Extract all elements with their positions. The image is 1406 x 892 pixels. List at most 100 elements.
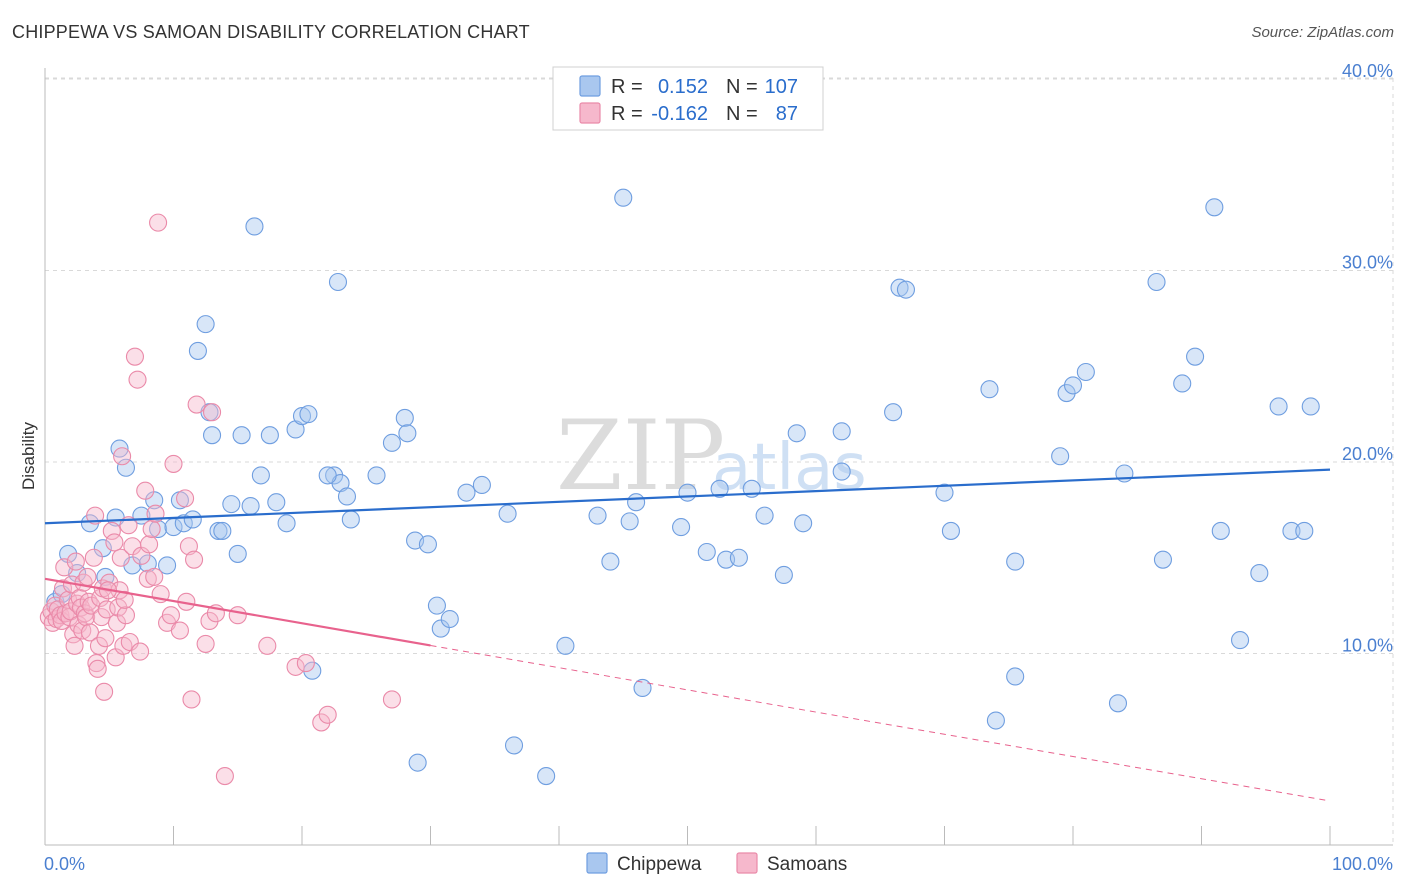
chippewa-point xyxy=(457,483,476,502)
watermark: ZIP atlas xyxy=(556,400,867,512)
samoans-point xyxy=(131,642,150,661)
source-label: Source: ZipAtlas.com xyxy=(1251,24,1394,41)
samoans-point xyxy=(55,558,74,577)
samoans-point xyxy=(77,608,96,627)
y-tick-label: 10.0% xyxy=(1342,636,1393,656)
stats-n-label-2: N = xyxy=(726,103,758,125)
samoans-point xyxy=(142,519,161,539)
chippewa-point xyxy=(418,535,437,554)
samoans-point xyxy=(102,521,121,540)
chippewa-point xyxy=(794,514,813,533)
samoans-point xyxy=(318,705,337,724)
legend-label-chippewa: Chippewa xyxy=(617,854,702,875)
samoans-trendline xyxy=(44,577,431,647)
samoans-point xyxy=(200,611,219,630)
chippewa-point xyxy=(1006,552,1025,571)
chippewa-point xyxy=(1250,564,1269,583)
chippewa-point xyxy=(382,433,402,452)
chippewa-point xyxy=(678,483,697,502)
chippewa-point xyxy=(1301,397,1320,416)
stats-box: R = 0.152 N = 107 R = -0.162 N = 87 xyxy=(552,66,824,131)
chippewa-point xyxy=(1057,384,1076,403)
chippewa-point xyxy=(328,272,348,292)
chippewa-point xyxy=(1295,521,1314,540)
chippewa-point xyxy=(935,483,954,502)
samoans-point xyxy=(87,654,106,673)
x-tick-label: 0.0% xyxy=(44,854,85,874)
chippewa-point xyxy=(158,556,177,575)
chippewa-point xyxy=(588,506,607,525)
legend-swatch-samoans xyxy=(736,852,758,874)
stats-n-value-1: 107 xyxy=(765,76,798,98)
samoans-point xyxy=(53,579,73,598)
chippewa-point xyxy=(614,188,633,207)
chippewa-point xyxy=(292,406,312,426)
samoans-point xyxy=(73,621,92,640)
chippewa-point xyxy=(277,514,296,533)
y-tick-label: 40.0% xyxy=(1342,61,1393,81)
samoans-point xyxy=(84,548,103,567)
legend-swatch-chippewa xyxy=(586,852,608,874)
chippewa-point xyxy=(1211,521,1230,540)
chippewa-point xyxy=(174,514,193,533)
chippewa-point xyxy=(209,521,228,540)
chippewa-point xyxy=(627,493,646,512)
chippewa-point xyxy=(710,479,729,498)
chippewa-point xyxy=(427,596,446,615)
samoans-point xyxy=(88,659,107,678)
chippewa-point xyxy=(183,510,202,529)
samoans-point xyxy=(203,403,222,422)
samoans-point xyxy=(66,552,85,571)
chippewa-point xyxy=(504,736,524,755)
chippewa-point xyxy=(1108,694,1128,713)
stats-swatch-blue xyxy=(579,75,601,97)
chippewa-point xyxy=(896,280,916,299)
chippewa-point xyxy=(116,458,136,477)
legend: Chippewa Samoans xyxy=(586,852,847,875)
y-tick-label: 30.0% xyxy=(1342,253,1393,273)
chippewa-point xyxy=(774,565,793,585)
chippewa-point xyxy=(890,278,909,297)
samoans-point xyxy=(96,629,115,648)
samoans-point xyxy=(138,569,157,588)
samoans-point xyxy=(176,489,195,508)
chippewa-point xyxy=(408,753,427,772)
chart-title: CHIPPEWA VS SAMOAN DISABILITY CORRELATIO… xyxy=(12,22,530,42)
chippewa-point xyxy=(1006,667,1025,686)
samoans-point xyxy=(170,621,189,640)
chippewa-point xyxy=(318,466,337,485)
samoans-point xyxy=(128,370,147,389)
chippewa-point xyxy=(1173,374,1192,393)
axis-layer: 10.0% 20.0% 30.0% 40.0% 0.0% 100.0% xyxy=(44,61,1393,874)
chippewa-point xyxy=(697,542,716,562)
samoans-point xyxy=(312,713,331,732)
samoans-point xyxy=(113,447,132,466)
stats-r-value-1: 0.152 xyxy=(658,76,708,98)
chippewa-point xyxy=(299,405,318,424)
samoans-point xyxy=(111,548,130,567)
samoans-point xyxy=(258,636,277,655)
chippewa-point xyxy=(633,678,652,698)
chippewa-point xyxy=(1282,521,1301,540)
chippewa-point xyxy=(337,487,357,506)
chippewa-point xyxy=(188,341,207,360)
chippewa-point xyxy=(232,426,251,445)
chippewa-point xyxy=(980,380,999,399)
chippewa-point xyxy=(832,422,851,441)
y-axis-label: Disability xyxy=(19,421,38,490)
samoans-point xyxy=(136,481,155,500)
chippewa-point xyxy=(341,510,360,529)
chippewa-trendline xyxy=(44,468,1331,525)
chippewa-point xyxy=(222,495,241,514)
samoans-point xyxy=(95,682,114,701)
chippewa-point xyxy=(213,521,232,540)
x-tick-label: 100.0% xyxy=(1332,854,1393,874)
chippewa-point xyxy=(1186,347,1205,366)
chippewa-point xyxy=(325,466,344,485)
chippewa-point xyxy=(1076,362,1095,382)
samoans-point xyxy=(179,537,198,556)
y-tick-label: 20.0% xyxy=(1342,444,1393,464)
samoans-point xyxy=(215,767,234,786)
chippewa-point xyxy=(260,426,279,445)
